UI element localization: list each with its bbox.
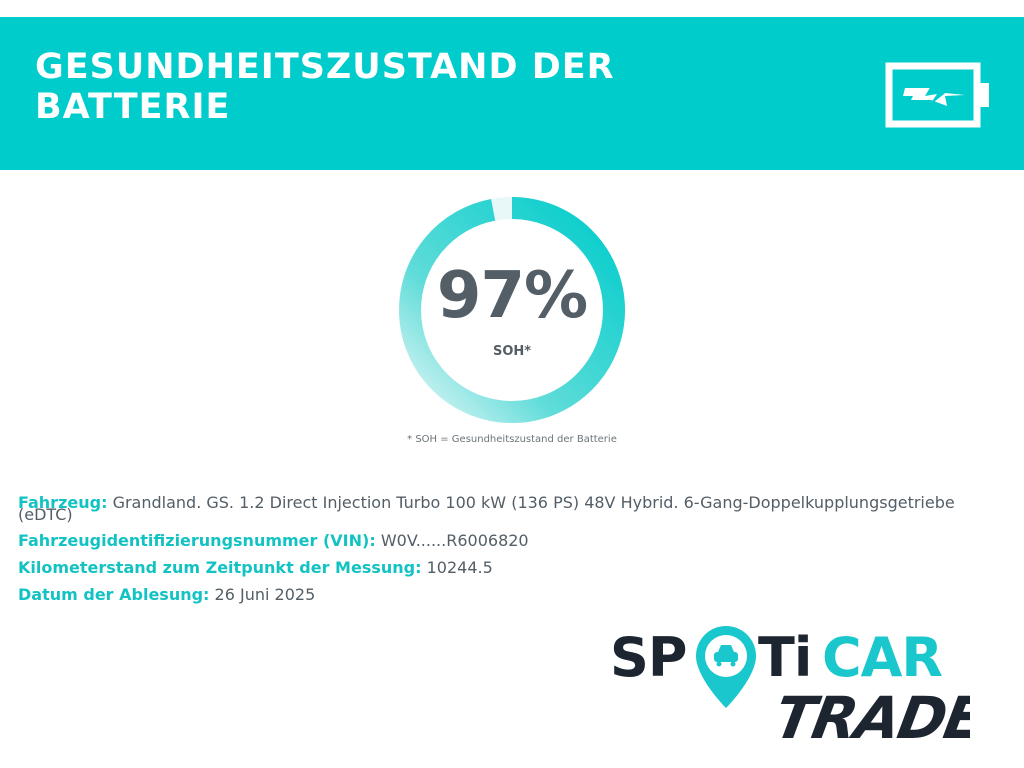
vin-row: Fahrzeugidentifizierungsnummer (VIN): W0… (18, 531, 529, 551)
soh-value: 97% (436, 259, 588, 333)
mileage-value: 10244.5 (426, 558, 493, 577)
logo-trade-text: TRADE (770, 684, 970, 748)
spoticar-trade-logo: SP Ti CAR TRADE (610, 626, 970, 748)
car-location-pin-icon (696, 626, 756, 708)
gauge-value-arc (399, 197, 625, 423)
battery-charging-icon (885, 62, 989, 128)
soh-footnote: * SOH = Gesundheitszustand der Batterie (407, 434, 617, 445)
vin-label: Fahrzeugidentifizierungsnummer (VIN): (18, 531, 376, 550)
soh-gauge (399, 197, 625, 423)
reading-date-label: Datum der Ablesung: (18, 585, 210, 604)
svg-text:SP: SP (610, 626, 686, 689)
vehicle-value: Grandland. GS. 1.2 Direct Injection Turb… (112, 493, 955, 512)
vehicle-row: Fahrzeug: Grandland. GS. 1.2 Direct Inje… (18, 493, 955, 513)
header-banner: GESUNDHEITSZUSTAND DER BATTERIE (0, 17, 1024, 170)
reading-date-row: Datum der Ablesung: 26 Juni 2025 (18, 585, 315, 605)
soh-label: SOH* (492, 344, 532, 359)
reading-date-value: 26 Juni 2025 (214, 585, 316, 604)
mileage-row: Kilometerstand zum Zeitpunkt der Messung… (18, 558, 493, 578)
mileage-label: Kilometerstand zum Zeitpunkt der Messung… (18, 558, 422, 577)
vehicle-value-continued: (eDTC) (18, 505, 73, 524)
svg-text:CAR: CAR (822, 626, 942, 689)
svg-text:Ti: Ti (758, 626, 811, 689)
page-title: GESUNDHEITSZUSTAND DER BATTERIE (35, 47, 615, 127)
vehicle-label: Fahrzeug: (18, 493, 108, 512)
vin-value: W0V......R6006820 (380, 531, 529, 550)
